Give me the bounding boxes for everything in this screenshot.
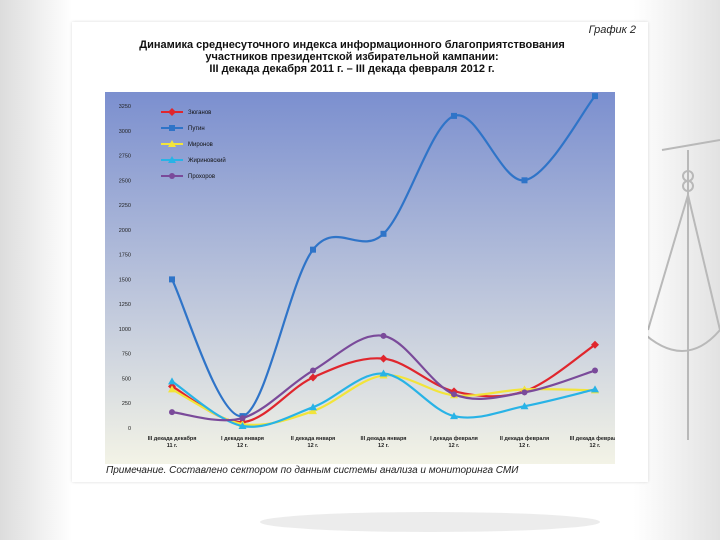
data-point [592, 93, 598, 100]
data-point [239, 415, 246, 422]
x-tick-label: III декада декабря 11 г. [148, 435, 197, 449]
y-tick-label: 2250 [119, 203, 131, 209]
y-tick-label: 0 [128, 426, 131, 432]
data-point [591, 385, 599, 393]
legend-label: Жириновский [188, 157, 226, 164]
data-point [168, 385, 176, 393]
data-point [310, 246, 316, 253]
y-tick-label: 500 [122, 376, 131, 382]
y-tick-label: 3250 [119, 104, 131, 110]
y-tick-label: 1250 [119, 302, 131, 308]
x-tick-label: II декада января 12 г. [291, 436, 335, 449]
legend-label: Путин [188, 126, 205, 132]
chart-footnote: Примечание. Составлено сектором по данны… [106, 465, 519, 476]
data-point [379, 354, 388, 363]
x-tick-label: II декада февраля 12 г. [500, 435, 549, 449]
y-tick-label: 2000 [119, 228, 131, 234]
legend-marker [168, 108, 176, 116]
data-point [592, 367, 598, 374]
data-point [238, 422, 247, 430]
data-point [380, 332, 387, 339]
plot-background [105, 92, 615, 464]
chart-slide: График 2 Динамика среднесуточного индекс… [72, 22, 648, 482]
data-point [450, 412, 458, 420]
y-tick-label: 2750 [119, 154, 131, 160]
chart-area: 0 250 500 750 1000 1250 1500 1750 2000 2250 2500 27… [105, 92, 620, 464]
y-tick-label: 1000 [119, 327, 131, 333]
y-tick-label: 1500 [119, 277, 131, 283]
data-point [168, 377, 176, 385]
y-tick-label: 2500 [119, 178, 131, 184]
graph-number-label: График 2 [588, 24, 636, 36]
x-tick-label: III декада января 12 г. [361, 436, 407, 449]
data-point [451, 391, 457, 398]
legend-marker [169, 125, 175, 131]
data-point [521, 177, 528, 184]
data-point [451, 112, 457, 119]
y-tick-label: 250 [122, 401, 131, 407]
chart-title-line-3: III декада декабря 2011 г. – III декада … [209, 63, 495, 75]
data-point [591, 340, 599, 349]
y-tick-label: 1750 [119, 253, 131, 259]
legend-marker [168, 140, 176, 147]
data-point [169, 409, 175, 416]
data-point [169, 276, 175, 283]
legend-marker [168, 156, 176, 163]
x-tick-label: I декада января 12 г. [221, 436, 264, 449]
y-tick-label: 3000 [119, 129, 131, 135]
data-point [520, 402, 529, 410]
y-tick-label: 750 [122, 352, 131, 358]
data-point [521, 389, 528, 396]
legend-label: Зюганов [188, 110, 211, 116]
legend-label: Миронов [188, 142, 213, 148]
scale-base-shadow [260, 512, 600, 532]
line-chart: 0 250 500 750 1000 1250 1500 1750 2000 2250 2500 27… [105, 92, 620, 464]
data-point [379, 369, 388, 377]
legend-label: Прохоров [188, 174, 215, 180]
data-point [310, 367, 316, 374]
chart-title-line-2: участников президентской избирательной к… [205, 51, 499, 63]
data-point [309, 403, 317, 411]
data-point [380, 230, 387, 237]
chart-title-line-1: Динамика среднесуточного индекса информа… [139, 39, 565, 51]
legend-marker [169, 173, 175, 179]
data-point [309, 373, 317, 382]
scale-beam [661, 139, 720, 151]
x-tick-label: I декада февраля 12 г. [430, 435, 478, 449]
data-point [309, 407, 317, 415]
